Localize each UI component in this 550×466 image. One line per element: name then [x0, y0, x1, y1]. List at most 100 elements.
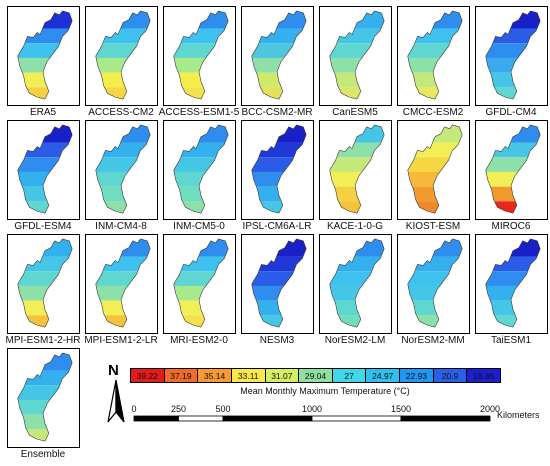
temperature-zone — [95, 87, 151, 100]
legend-title: Mean Monthly Maximum Temperature (°C) — [240, 386, 410, 396]
legend-class: 39.22 — [130, 368, 165, 383]
panel-label: Ensemble — [20, 449, 66, 460]
panel-label: KACE-1-0-G — [326, 221, 384, 232]
scale-tick-label: 1500 — [390, 404, 412, 414]
temperature-zone — [33, 386, 53, 398]
region-map — [407, 238, 463, 328]
map-panel — [85, 120, 158, 220]
panel-label: ACCESS-CM2 — [88, 107, 154, 118]
temperature-zone — [95, 10, 151, 29]
region-outline — [329, 10, 385, 100]
region-outline — [17, 10, 73, 100]
legend-class: 33.11 — [230, 368, 266, 383]
panel-label: ERA5 — [29, 107, 57, 118]
scale-segment — [400, 415, 491, 422]
panel-label: ACCESS-ESM1-5 — [158, 107, 240, 118]
scale-segment — [311, 415, 402, 422]
temperature-zone — [173, 238, 229, 257]
panel-label: BCC-CSM2-MR — [241, 107, 313, 118]
region-map — [173, 124, 229, 214]
region-outline — [95, 124, 151, 214]
map-panel — [7, 6, 80, 106]
map-panel — [85, 6, 158, 106]
region-outline — [173, 238, 229, 328]
region-map — [485, 238, 541, 328]
temperature-zone — [251, 124, 307, 143]
panel-label: MPI-ESM1-2-LR — [84, 335, 158, 346]
panel-label: NorESM2-LM — [324, 335, 386, 346]
temperature-zone — [345, 44, 365, 56]
panel-label: CMCC-ESM2 — [402, 107, 464, 118]
region-map — [251, 238, 307, 328]
map-panel — [7, 120, 80, 220]
temperature-zone — [17, 124, 73, 143]
temperature-zone — [485, 87, 541, 100]
region-outline — [17, 124, 73, 214]
legend-class: 27 — [331, 368, 367, 383]
region-map — [17, 352, 73, 442]
region-map — [407, 124, 463, 214]
map-panel — [7, 348, 80, 448]
temperature-zone — [485, 315, 541, 328]
map-panel — [7, 234, 80, 334]
map-panel — [241, 6, 314, 106]
temperature-zone — [251, 315, 307, 328]
temperature-zone — [501, 44, 521, 56]
scale-tick-label: 0 — [131, 404, 137, 414]
map-panel — [397, 6, 470, 106]
temperature-zone — [407, 124, 463, 143]
temperature-zone — [485, 238, 541, 257]
temperature-zone — [485, 124, 541, 143]
temperature-zone — [501, 272, 521, 284]
temperature-zone — [17, 238, 73, 257]
temperature-zone — [423, 158, 443, 170]
region-outline — [407, 238, 463, 328]
map-panel — [85, 234, 158, 334]
temperature-zone — [95, 315, 151, 328]
temperature-zone — [17, 315, 73, 328]
legend-class: 31.07 — [264, 368, 300, 383]
legend-class: 24.97 — [365, 368, 401, 383]
temperature-zone — [251, 10, 307, 29]
temperature-zone — [251, 238, 307, 257]
region-outline — [17, 352, 73, 442]
temperature-zone — [17, 201, 73, 214]
temperature-zone — [485, 201, 541, 214]
legend-class: 29.04 — [298, 368, 333, 383]
region-outline — [17, 238, 73, 328]
temperature-zone — [33, 272, 53, 284]
map-panel — [319, 234, 392, 334]
region-map — [173, 10, 229, 100]
region-map — [485, 10, 541, 100]
scale-tick-label: 500 — [215, 404, 231, 414]
temperature-zone — [95, 201, 151, 214]
region-map — [95, 124, 151, 214]
temperature-zone — [95, 238, 151, 257]
panel-label: INM-CM5-0 — [173, 221, 225, 232]
temperature-zone — [17, 10, 73, 29]
temperature-zone — [407, 315, 463, 328]
map-panel — [241, 234, 314, 334]
region-outline — [407, 124, 463, 214]
temperature-zone — [173, 124, 229, 143]
temperature-zone — [329, 201, 385, 214]
temperature-zone — [329, 10, 385, 29]
temperature-zone — [173, 201, 229, 214]
panel-label: GFDL-CM4 — [485, 107, 537, 118]
panel-label: TaiESM1 — [490, 335, 532, 346]
temperature-zone — [423, 272, 443, 284]
temperature-zone — [407, 238, 463, 257]
map-panel — [163, 234, 236, 334]
region-outline — [329, 238, 385, 328]
region-outline — [407, 10, 463, 100]
legend-class: 18.86 — [466, 368, 501, 383]
temperature-zone — [485, 10, 541, 29]
legend-class: 37.19 — [163, 368, 199, 383]
temperature-zone — [17, 352, 73, 371]
temperature-zone — [423, 44, 443, 56]
panel-label: CanESM5 — [332, 107, 378, 118]
region-outline — [95, 10, 151, 100]
temperature-zone — [407, 201, 463, 214]
region-outline — [485, 124, 541, 214]
temperature-zone — [345, 158, 365, 170]
